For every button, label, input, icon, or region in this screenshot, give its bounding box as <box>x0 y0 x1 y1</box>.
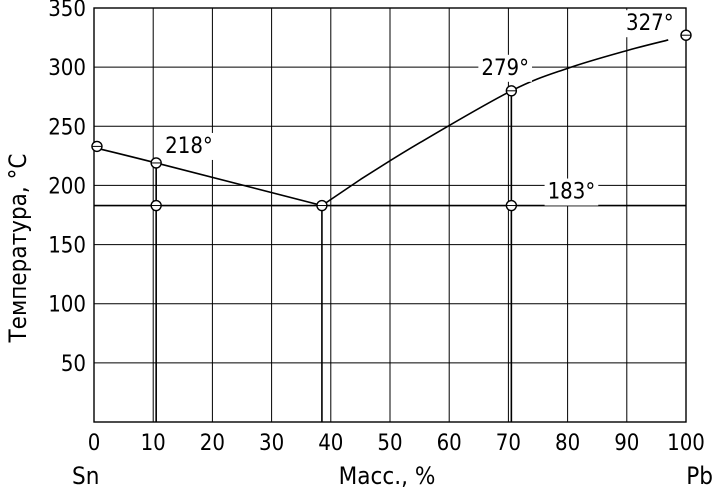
x-tick-label: 60 <box>437 431 462 456</box>
annotation-bg <box>162 132 216 160</box>
y-tick-label: 350 <box>48 0 86 22</box>
plot-frame <box>93 7 687 423</box>
marker-point <box>505 199 518 212</box>
x-tick-label: 10 <box>141 431 166 456</box>
y-tick-label: 250 <box>48 115 86 140</box>
x-tick-label: 50 <box>377 431 402 456</box>
x-tick-label: 80 <box>555 431 580 456</box>
marker-point <box>150 157 162 169</box>
x-tick-label: 70 <box>496 431 521 456</box>
y-tick-label: 300 <box>48 56 86 81</box>
y-tick-label: 100 <box>48 293 86 318</box>
marker-point <box>505 85 518 97</box>
tick-labels: 0 10 20 30 40 50 60 70 80 90 100 50 100 150 200 250 300 3… <box>48 0 705 456</box>
marker-point <box>680 29 692 41</box>
x-axis-label: Масс., % <box>339 462 436 490</box>
x-tick-label: 90 <box>614 431 639 456</box>
grid <box>93 7 687 423</box>
annotation-bg <box>544 178 599 206</box>
annotations: 218° 279° 327° 183° <box>162 10 677 206</box>
liquidus-curve <box>93 39 669 207</box>
y-tick-label: 50 <box>61 352 86 377</box>
y-tick-label: 200 <box>48 174 86 199</box>
markers <box>91 29 692 212</box>
y-axis-label: Температура, °С <box>4 154 32 344</box>
annotation-label: 327° <box>626 11 674 36</box>
marker-point <box>91 140 103 153</box>
annotation-label: 183° <box>548 180 596 205</box>
marker-point <box>316 199 328 212</box>
x-tick-label: 20 <box>200 431 225 456</box>
y-tick-label: 150 <box>48 234 86 259</box>
annotation-bg <box>623 10 677 38</box>
x-right-label: Pb <box>686 462 713 490</box>
marker-point <box>150 199 162 212</box>
x-tick-label: 100 <box>667 431 705 456</box>
x-tick-label: 0 <box>88 431 101 456</box>
annotation-label: 218° <box>165 134 213 159</box>
annotation-label: 279° <box>481 56 529 81</box>
annotation-bg <box>478 54 533 82</box>
x-left-label: Sn <box>72 462 99 490</box>
x-tick-label: 40 <box>318 431 343 456</box>
x-tick-label: 30 <box>259 431 284 456</box>
